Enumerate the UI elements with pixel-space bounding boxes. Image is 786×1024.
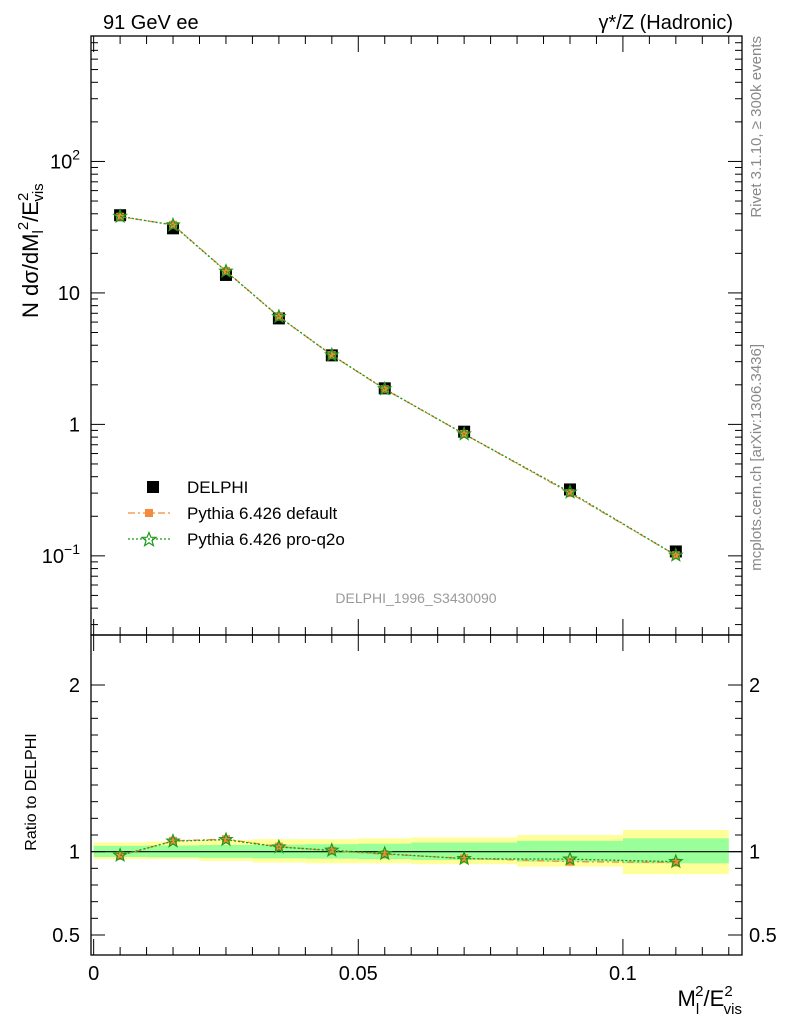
ratio-point-pythia-default xyxy=(169,836,178,845)
ratio-point-pythia-proq2o xyxy=(323,842,340,857)
ratio-point-pythia-proq2o xyxy=(456,850,472,866)
data-point-pythia-default xyxy=(221,266,230,275)
ratio-y-tick-label: 0.5 xyxy=(52,925,80,947)
svg-text:N dσ/dMl2/E2vis: N dσ/dMl2/E2vis xyxy=(15,183,47,318)
rivet-version-label: Rivet 3.1.10, ≥ 300k events xyxy=(748,36,765,218)
legend-entry-pythia-proq2o: Pythia 6.426 pro-q2o xyxy=(128,530,345,549)
ratio-y-axis-title: Ratio to DELPHI xyxy=(23,733,40,850)
data-point-pythia-proq2o xyxy=(112,208,128,224)
main-series-line xyxy=(120,215,677,556)
energy-label: 91 GeV ee xyxy=(103,12,199,34)
x-tick-label: 0 xyxy=(88,963,99,985)
ratio-point-pythia-default xyxy=(221,835,230,844)
ratio-y-tick-label-right: 1 xyxy=(749,842,760,864)
legend-marker-pythia-default xyxy=(145,509,153,517)
data-point-pythia-proq2o xyxy=(562,483,578,499)
legend-label-pythia-proq2o: Pythia 6.426 pro-q2o xyxy=(187,530,345,549)
analysis-watermark: DELPHI_1996_S3430090 xyxy=(335,590,496,606)
ratio-plot-frame xyxy=(90,634,743,956)
legend-label-pythia-default: Pythia 6.426 default xyxy=(187,504,338,523)
data-point-pythia-proq2o xyxy=(456,425,472,441)
legend-marker-pythia-proq2o xyxy=(140,530,158,547)
ratio-y-tick-label-right: 0.5 xyxy=(749,925,777,947)
ratio-point-pythia-proq2o xyxy=(165,832,181,848)
main-y-tick-label: 10−1 xyxy=(42,541,80,568)
ratio-point-pythia-default xyxy=(380,850,389,859)
legend-entry-pythia-default: Pythia 6.426 default xyxy=(128,504,338,523)
ratio-point-pythia-default xyxy=(327,846,336,855)
legend: DELPHI Pythia 6.426 default Pythia 6.426… xyxy=(128,478,345,549)
mcplots-label: mcplots.cern.ch [arXiv:1306.3436] xyxy=(748,344,765,571)
main-y-tick-label: 1 xyxy=(69,414,80,436)
ratio-point-pythia-default xyxy=(116,851,125,860)
data-point-pythia-proq2o xyxy=(271,308,287,324)
process-label: γ*/Z (Hadronic) xyxy=(599,12,733,34)
data-point-pythia-default xyxy=(565,489,574,498)
legend-marker-delphi xyxy=(147,481,159,493)
ratio-y-tick-label: 2 xyxy=(69,675,80,697)
ratio-point-pythia-default xyxy=(460,854,469,863)
ratio-y-tick-label-right: 2 xyxy=(749,675,760,697)
legend-label-delphi: DELPHI xyxy=(187,478,248,497)
data-point-pythia-proq2o xyxy=(218,263,234,279)
legend-entry-delphi: DELPHI xyxy=(147,478,248,497)
data-point-pythia-default xyxy=(327,351,336,360)
ratio-point-pythia-default xyxy=(671,858,680,867)
x-tick-label: 0.1 xyxy=(609,963,637,985)
main-y-tick-label: 102 xyxy=(50,146,80,173)
x-axis-title: Ml2/E2 vis xyxy=(678,983,743,1018)
ratio-point-pythia-proq2o xyxy=(271,838,287,854)
data-point-pythia-proq2o xyxy=(165,216,181,232)
ratio-point-pythia-proq2o xyxy=(668,853,684,869)
x-tick-label: 0.05 xyxy=(339,963,378,985)
ratio-y-tick-label: 1 xyxy=(69,842,80,864)
ratio-point-pythia-proq2o xyxy=(112,847,128,862)
ratio-point-pythia-proq2o xyxy=(218,831,234,847)
svg-text:Ml2/E2vis: Ml2/E2 vis xyxy=(678,983,743,1018)
data-point-pythia-proq2o xyxy=(377,380,393,396)
data-point-pythia-proq2o xyxy=(668,547,684,562)
main-y-tick-label: 10 xyxy=(58,283,80,305)
main-y-axis-title: N dσ/dMl2/E2vis xyxy=(15,183,47,318)
data-point-pythia-proq2o xyxy=(323,346,340,362)
ratio-point-pythia-proq2o xyxy=(376,845,393,861)
ratio-point-pythia-proq2o xyxy=(562,850,578,866)
ratio-series-line xyxy=(119,839,676,863)
